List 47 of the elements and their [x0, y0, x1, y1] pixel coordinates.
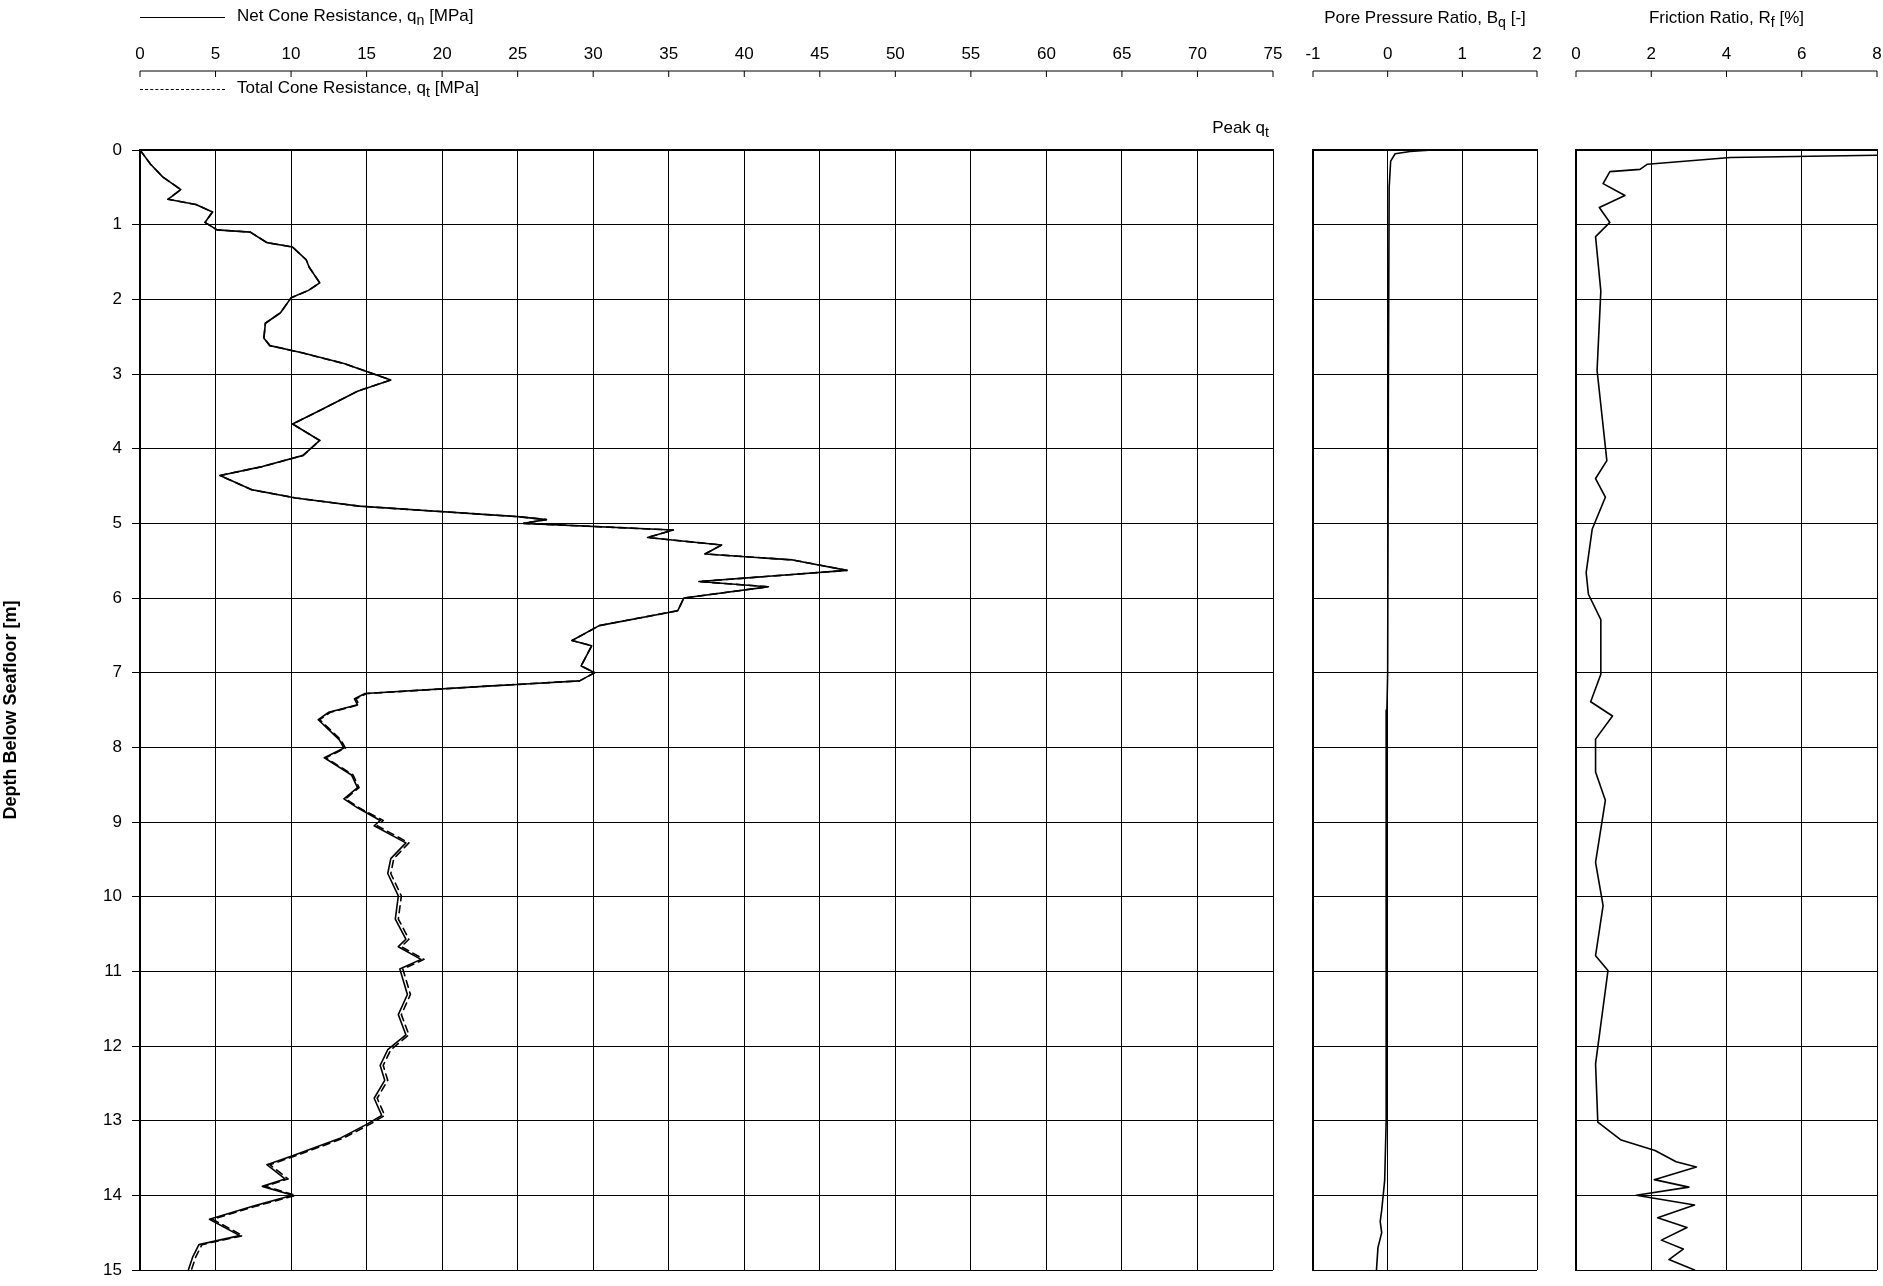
x-axis-title: Friction Ratio, R$_{f}$ [%]: [1647, 8, 1806, 31]
x-tick-label: 15: [357, 44, 377, 64]
y-tick-label: 9: [112, 811, 122, 831]
x-tick-label: 40: [734, 44, 754, 64]
x-tick-label: 0: [1382, 44, 1393, 64]
y-tick-label: 6: [112, 587, 122, 607]
y-tick-label: 4: [112, 438, 122, 458]
x-tick-label: 55: [961, 44, 981, 64]
x-tick-label: 75: [1263, 44, 1283, 64]
y-tick-label: 10: [103, 886, 122, 906]
y-tick-label: 0: [112, 139, 122, 159]
x-tick-label: 0: [1571, 44, 1581, 64]
y-tick-label: 11: [104, 961, 122, 981]
x-tick-label: -1: [1305, 44, 1321, 64]
y-tick-label: 13: [103, 1110, 122, 1130]
legend-label: Net Cone Resistance, q$_{n}$ [MPa]: [237, 6, 474, 29]
y-tick-label: 15: [103, 1259, 122, 1279]
x-tick-label: 10: [281, 44, 301, 64]
x-tick-label: 45: [810, 44, 830, 64]
x-tick-label: 30: [583, 44, 603, 64]
y-tick-label: 2: [112, 289, 122, 309]
x-tick-label: 2: [1646, 44, 1656, 64]
y-tick-label: 5: [112, 513, 122, 533]
y-tick-label: 14: [103, 1185, 122, 1205]
x-tick-label: 0: [135, 44, 145, 64]
text: Peak q$_{t}$: [1212, 118, 1269, 141]
x-tick-label: 8: [1872, 44, 1882, 64]
x-tick-label: 35: [659, 44, 679, 64]
x-tick-label: 4: [1721, 44, 1732, 64]
legend-label: Total Cone Resistance, q$_{t}$ [MPa]: [237, 78, 480, 101]
y-axis-title: Depth Below Seafloor [m]: [0, 600, 20, 820]
x-tick-label: 2: [1532, 44, 1542, 64]
y-tick-label: 7: [112, 662, 122, 682]
y-tick-label: 1: [112, 214, 122, 234]
x-tick-label: 60: [1036, 44, 1056, 64]
y-tick-label: 12: [103, 1035, 122, 1055]
x-tick-label: 5: [210, 44, 221, 64]
x-tick-label: 25: [508, 44, 528, 64]
x-tick-label: 65: [1112, 44, 1132, 64]
x-tick-label: 50: [885, 44, 905, 64]
x-tick-label: 20: [432, 44, 452, 64]
x-axis-title: Pore Pressure Ratio, B$_{q}$ [-]: [1323, 8, 1527, 31]
x-tick-label: 70: [1188, 44, 1207, 64]
y-tick-label: 3: [112, 363, 122, 383]
y-tick-label: 8: [112, 737, 122, 757]
x-tick-label: 6: [1797, 44, 1807, 64]
x-tick-label: 1: [1457, 44, 1468, 64]
